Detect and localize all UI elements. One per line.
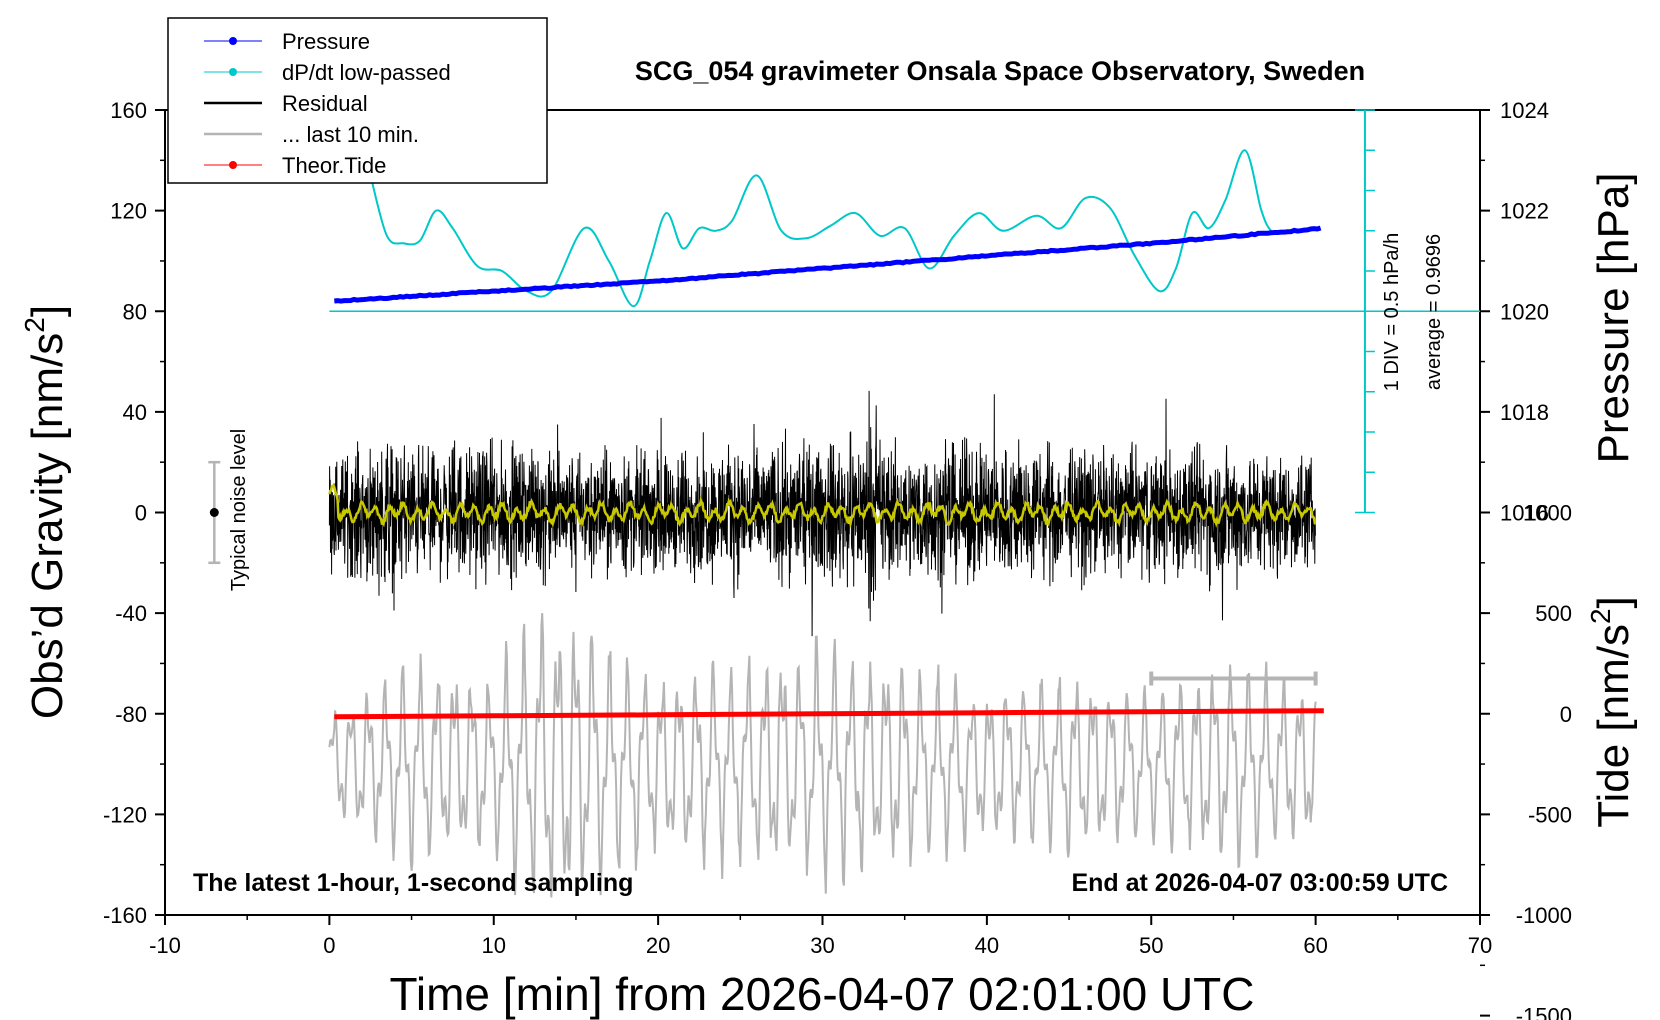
end-time-note: End at 2026-04-07 03:00:59 UTC [1071, 869, 1448, 897]
series-dpdt-lowpassed [329, 109, 1480, 514]
tide-tick-label: -1500 [1516, 1004, 1572, 1020]
legend-box [167, 17, 548, 184]
y-axis-label-gravity: Obs’d Gravity [nm/s2] [19, 305, 72, 719]
y-axis-label-tide: Tide [nm/s2] [1585, 596, 1638, 828]
y-axis-label-pressure: Pressure [hPa] [1589, 172, 1638, 463]
x-tick-label: 50 [1139, 933, 1163, 958]
x-tick-label: -10 [149, 933, 181, 958]
x-tick-label: 20 [646, 933, 670, 958]
x-tick-label: 70 [1468, 933, 1492, 958]
dpdt-line [369, 149, 1283, 308]
dpdt-average-label: average = 0.9696 [1423, 234, 1445, 390]
tide-tick-label: 500 [1535, 601, 1572, 626]
legend-label: Residual [282, 91, 368, 116]
pressure-tick-label: 1018 [1500, 400, 1549, 425]
tide-tick-label: 1000 [1523, 501, 1572, 526]
pressure-tick-label: 1022 [1500, 199, 1549, 224]
tide-tick-label: -1000 [1516, 903, 1572, 928]
theor-tide-line [334, 708, 1324, 720]
y-axis-label-gravity-close: ] [23, 305, 72, 317]
pressure-tick-label: 1016 [1500, 501, 1549, 526]
x-tick-label: 10 [482, 933, 506, 958]
y-tick-label: -160 [103, 903, 147, 928]
y-tick-label: 80 [123, 299, 147, 324]
sampling-note: The latest 1-hour, 1-second sampling [193, 869, 633, 897]
y-tick-label: 160 [110, 98, 147, 123]
series-residual-lowpass [328, 482, 1317, 529]
tide-tick-label: -500 [1528, 802, 1572, 827]
legend-marker [229, 37, 237, 45]
tide-tick-label: 0 [1560, 702, 1572, 727]
y-tick-label: -80 [115, 702, 147, 727]
series-theor-tide [334, 708, 1324, 720]
legend-label: Theor.Tide [282, 153, 386, 178]
chart-title: SCG_054 gravimeter Onsala Space Observat… [635, 56, 1365, 86]
series-residual [328, 390, 1317, 637]
x-tick-label: 0 [323, 933, 335, 958]
y-axis-label-tide-close: ] [1589, 596, 1638, 608]
y-tick-label: -120 [103, 802, 147, 827]
legend-marker [229, 68, 237, 76]
residual-line [328, 390, 1317, 637]
noise-level-label: Typical noise level [228, 429, 250, 591]
x-tick-label: 40 [975, 933, 999, 958]
x-tick-label: 60 [1303, 933, 1327, 958]
x-tick-label: 30 [810, 933, 834, 958]
axis-ticks: -10 0 10 20 30 40 50 60 70-160-120-80-4004080120… [103, 98, 1572, 1020]
noise-bar-dot [209, 508, 219, 517]
y-tick-label: 0 [135, 501, 147, 526]
y-tick-label: 40 [123, 400, 147, 425]
pressure-tick-label: 1024 [1500, 98, 1549, 123]
y-tick-label: 120 [110, 199, 147, 224]
legend-label: dP/dt low-passed [282, 60, 451, 85]
legend-label: ... last 10 min. [282, 122, 419, 147]
x-axis-label: Time [min] from 2026-04-07 02:01:00 UTC [390, 968, 1255, 1020]
annotations [208, 460, 1318, 686]
y-axis-label-tide-sup: 2 [1585, 608, 1616, 624]
pressure-tick-label: 1020 [1500, 299, 1549, 324]
legend: Pressure dP/dt low-passed Residual ... last… [167, 17, 548, 184]
last-10-min-line [328, 613, 1317, 898]
legend-marker [229, 161, 237, 169]
legend-label: Pressure [282, 29, 370, 54]
series-last-10-min [328, 613, 1317, 898]
pressure-line [334, 225, 1322, 304]
y-axis-label-gravity-sup: 2 [19, 317, 50, 333]
series-pressure [334, 225, 1322, 304]
residual-lowpass-line [328, 482, 1317, 529]
dpdt-scale-label: 1 DIV = 0.5 hPa/h [1381, 233, 1403, 391]
y-tick-label: -40 [115, 601, 147, 626]
